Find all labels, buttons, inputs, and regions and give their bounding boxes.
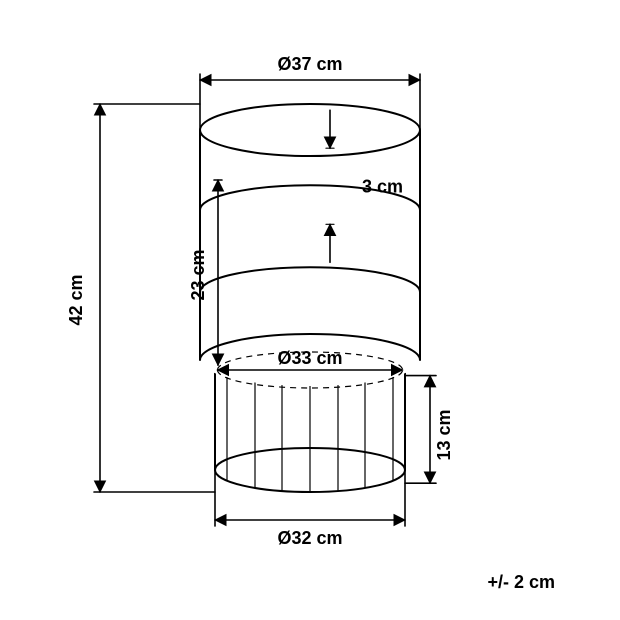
svg-text:13 cm: 13 cm	[434, 409, 454, 460]
svg-text:3 cm: 3 cm	[362, 176, 403, 196]
svg-text:23 cm: 23 cm	[188, 249, 208, 300]
svg-text:Ø32 cm: Ø32 cm	[277, 528, 342, 548]
svg-text:Ø37 cm: Ø37 cm	[277, 54, 342, 74]
svg-text:Ø33 cm: Ø33 cm	[277, 348, 342, 368]
svg-text:+/- 2 cm: +/- 2 cm	[487, 572, 555, 592]
svg-text:42 cm: 42 cm	[66, 274, 86, 325]
